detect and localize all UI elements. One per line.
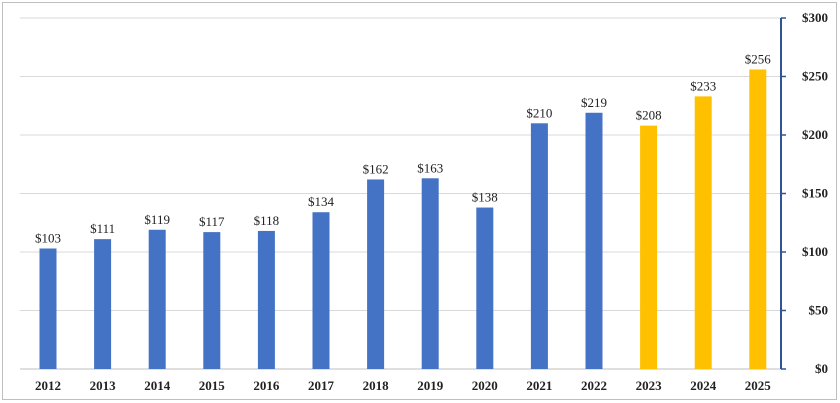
bar — [476, 207, 494, 369]
bar — [640, 125, 658, 369]
y-tick-label: $150 — [802, 186, 828, 201]
bar — [585, 112, 603, 370]
x-tick-label: 2022 — [581, 378, 607, 393]
data-label: $138 — [472, 190, 498, 205]
y-tick-label: $250 — [802, 69, 828, 84]
x-tick-label: 2024 — [690, 378, 717, 393]
data-label: $111 — [90, 221, 115, 236]
bar — [530, 123, 548, 369]
data-label: $134 — [308, 194, 335, 209]
data-label: $117 — [199, 214, 225, 229]
bar — [94, 239, 112, 369]
x-tick-label: 2016 — [253, 378, 280, 393]
y-tick-label: $300 — [802, 10, 828, 25]
bar — [421, 178, 439, 369]
bar — [312, 212, 330, 369]
data-label: $119 — [144, 212, 170, 227]
x-tick-label: 2020 — [472, 378, 498, 393]
data-label: $233 — [690, 78, 716, 93]
y-tick-label: $100 — [802, 244, 828, 259]
data-label: $219 — [581, 95, 607, 110]
x-tick-label: 2015 — [199, 378, 226, 393]
bar — [148, 229, 166, 369]
x-tick-label: 2025 — [745, 378, 772, 393]
y-tick-label: $50 — [809, 303, 829, 318]
data-label: $162 — [363, 161, 389, 176]
x-tick-label: 2019 — [417, 378, 444, 393]
x-tick-label: 2012 — [35, 378, 61, 393]
x-tick-label: 2013 — [90, 378, 117, 393]
data-label: $163 — [417, 160, 443, 175]
x-tick-label: 2018 — [363, 378, 390, 393]
y-tick-label: $200 — [802, 127, 828, 142]
x-tick-label: 2023 — [636, 378, 663, 393]
data-label: $118 — [254, 213, 280, 228]
data-label: $208 — [636, 108, 662, 123]
data-label: $210 — [526, 105, 552, 120]
x-tick-label: 2021 — [526, 378, 552, 393]
data-label: $103 — [35, 230, 61, 245]
bar — [257, 230, 275, 369]
bar — [39, 248, 57, 369]
bar — [367, 179, 385, 369]
data-label: $256 — [745, 51, 772, 66]
bar — [694, 96, 712, 369]
bar — [749, 69, 767, 369]
x-tick-label: 2014 — [144, 378, 171, 393]
bar — [203, 232, 221, 369]
x-tick-label: 2017 — [308, 378, 335, 393]
y-tick-label: $0 — [815, 361, 828, 376]
